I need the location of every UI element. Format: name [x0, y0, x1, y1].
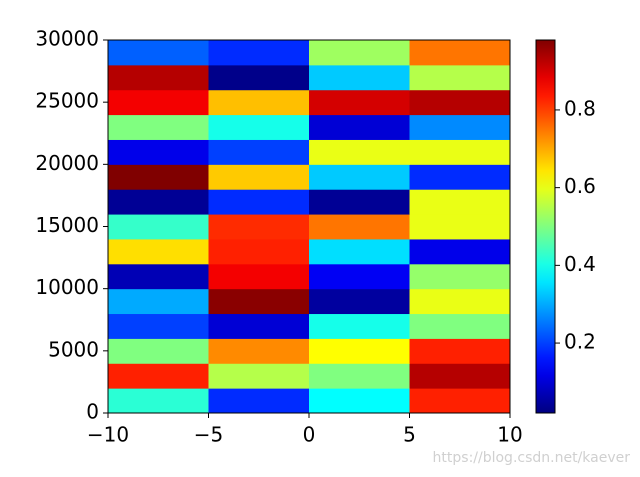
cell: [409, 263, 511, 290]
y-tick-label: 25000: [35, 89, 99, 113]
cell: [309, 89, 410, 116]
cell: [309, 214, 410, 240]
colorbar-tick-label: 0.8: [564, 96, 596, 120]
cell: [108, 238, 209, 265]
cell: [208, 40, 310, 66]
cell: [208, 313, 310, 339]
colorbar-tick-label: 0.4: [564, 252, 596, 276]
cell: [108, 313, 209, 339]
cell: [409, 189, 511, 215]
y-tick-label: 5000: [48, 337, 99, 361]
cell: [208, 388, 310, 414]
cell: [208, 263, 310, 290]
cell: [309, 114, 410, 140]
cell: [108, 288, 209, 315]
cell: [208, 89, 310, 116]
cell: [309, 363, 410, 389]
cell: [208, 214, 310, 240]
cell: [108, 40, 209, 66]
cell: [208, 189, 310, 215]
cell: [309, 238, 410, 265]
x-tick-label: −5: [194, 423, 223, 447]
x-tick-label: 5: [403, 423, 416, 447]
cell: [108, 338, 209, 364]
watermark: https://blog.csdn.net/kaever: [433, 450, 631, 466]
cell: [409, 288, 511, 315]
cell: [409, 338, 511, 364]
cell: [409, 388, 511, 414]
cell: [208, 363, 310, 389]
cell: [108, 114, 209, 140]
cell: [108, 64, 209, 91]
cell: [208, 139, 310, 165]
cell: [409, 64, 511, 91]
cell: [208, 338, 310, 364]
cell: [409, 164, 511, 190]
x-tick-label: 10: [497, 423, 522, 447]
cell: [208, 164, 310, 190]
y-tick-label: 15000: [35, 213, 99, 237]
cell: [309, 40, 410, 66]
cell: [409, 40, 511, 66]
cell: [309, 338, 410, 364]
colorbar-tick-label: 0.2: [564, 330, 596, 354]
cell: [309, 263, 410, 290]
cell: [108, 214, 209, 240]
y-tick-label: 0: [86, 400, 99, 424]
cell: [108, 89, 209, 116]
cell: [309, 313, 410, 339]
cell: [108, 363, 209, 389]
cell: [309, 388, 410, 414]
cell: [309, 189, 410, 215]
cell: [309, 164, 410, 190]
cell: [208, 288, 310, 315]
x-tick-label: 0: [303, 423, 316, 447]
cell: [108, 189, 209, 215]
cell: [409, 313, 511, 339]
cell: [108, 164, 209, 190]
cell: [409, 89, 511, 116]
cell: [409, 114, 511, 140]
colorbar-tick-label: 0.6: [564, 174, 596, 198]
cell: [309, 64, 410, 91]
y-tick-label: 20000: [35, 151, 99, 175]
colorbar: [535, 39, 556, 414]
cell: [208, 238, 310, 265]
cell: [309, 288, 410, 315]
y-tick-label: 10000: [35, 275, 99, 299]
cell: [108, 388, 209, 414]
cell: [108, 139, 209, 165]
cell: [208, 114, 310, 140]
cell: [309, 139, 410, 165]
x-tick-label: −10: [87, 423, 129, 447]
cell: [409, 139, 511, 165]
cell: [409, 363, 511, 389]
cell: [409, 214, 511, 240]
cell: [409, 238, 511, 265]
cell: [108, 263, 209, 290]
y-tick-label: 30000: [35, 27, 99, 51]
cell: [208, 64, 310, 91]
